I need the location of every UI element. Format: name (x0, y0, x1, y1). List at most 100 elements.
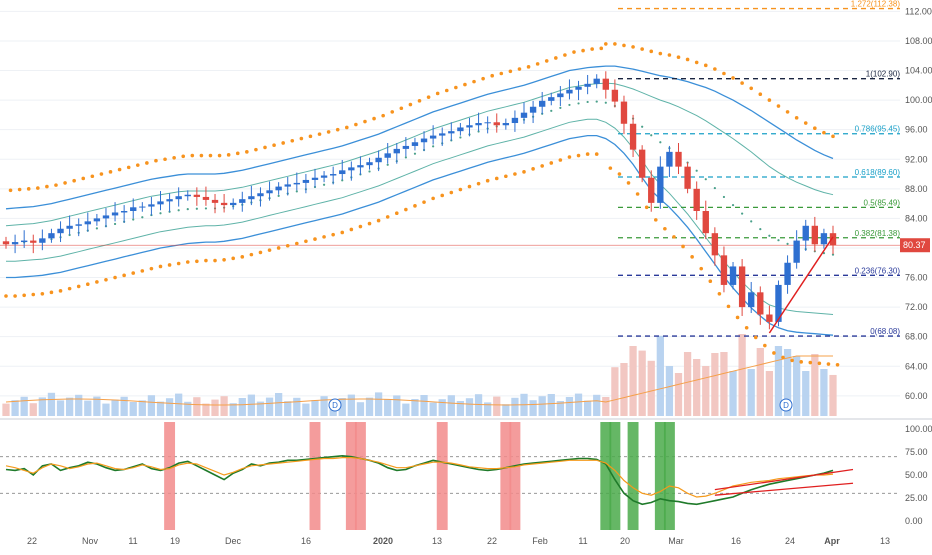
psar-dot (581, 48, 585, 53)
psar-dot (381, 113, 385, 118)
psar-dot (635, 192, 640, 196)
candle-body (539, 100, 546, 107)
psar-dot (535, 62, 540, 66)
midline-dot (68, 233, 71, 237)
midline-dot (641, 125, 644, 128)
psar-dot (835, 362, 840, 367)
psar-dot (331, 232, 335, 237)
volume-bar (202, 403, 210, 416)
psar-dot (467, 184, 472, 189)
psar-dot (367, 221, 372, 226)
volume-bar (175, 393, 183, 416)
candle-body (239, 199, 246, 203)
candle-body (420, 138, 428, 143)
psar-dot (544, 59, 549, 63)
psar-dot (649, 49, 654, 54)
midline-dot (695, 169, 698, 172)
psar-dot (140, 269, 145, 273)
midline-dot (386, 163, 389, 166)
psar-dot (744, 326, 749, 330)
psar-dot (226, 153, 231, 157)
volume-bar (102, 403, 110, 416)
psar-dot (640, 47, 644, 51)
candle-body (638, 149, 646, 178)
price-tick-label: 104.00 (905, 66, 932, 76)
candle-body (602, 78, 609, 90)
earnings-marker-label: D (332, 401, 338, 410)
midline-dot (186, 208, 189, 211)
psar-dot (267, 248, 272, 252)
candle-body (93, 218, 101, 222)
midline-dot (659, 141, 662, 144)
fib-level-label: 0(68.08) (870, 327, 900, 336)
volume-bar (420, 395, 428, 416)
psar-dot (526, 65, 531, 69)
psar-dot (399, 106, 404, 111)
volume-bar (429, 402, 437, 416)
psar-dot (72, 178, 76, 183)
candle-body (266, 190, 273, 194)
candle-body (738, 266, 746, 308)
psar-dot (731, 76, 735, 80)
candle-body (202, 196, 210, 200)
volume-bar (774, 346, 783, 416)
osc-highlight-bar (164, 422, 176, 530)
psar-dot (413, 204, 417, 208)
volume-bar (529, 400, 537, 416)
volume-bar (447, 395, 455, 416)
price-tick-label: 92.00 (905, 154, 928, 164)
candle-body (475, 123, 482, 126)
volume-bar (211, 399, 219, 416)
candle-body (275, 186, 282, 191)
osc-highlight-bar (627, 422, 639, 530)
psar-dot (781, 355, 785, 360)
psar-dot (803, 121, 808, 125)
psar-dot (817, 361, 822, 366)
psar-dot (40, 292, 45, 296)
psar-dot (81, 176, 86, 181)
midline-dot (650, 134, 653, 137)
midline-dot (132, 218, 135, 221)
psar-dot (63, 181, 67, 185)
psar-dot (572, 50, 576, 54)
psar-dot (13, 294, 17, 298)
volume-bar (583, 400, 592, 416)
psar-dot (90, 174, 95, 179)
volume-bar (811, 354, 819, 416)
psar-dot (740, 81, 744, 85)
psar-dot (308, 134, 313, 139)
psar-dot (722, 71, 726, 76)
psar-dot (276, 246, 281, 250)
last-price-tag-label: 80.37 (903, 240, 926, 250)
time-tick-label: 19 (170, 536, 180, 546)
psar-dot (122, 273, 126, 278)
psar-dot (426, 95, 431, 99)
volume-bar (93, 396, 101, 416)
psar-dot (790, 358, 794, 363)
midline-dot (768, 234, 771, 237)
psar-dot (22, 293, 26, 298)
psar-dot (422, 200, 426, 204)
candle-body (175, 196, 182, 200)
volume-bar (111, 399, 119, 416)
osc-highlight-bar (609, 422, 621, 530)
midline-dot (459, 136, 462, 139)
psar-dot (753, 335, 758, 340)
psar-dot (36, 186, 40, 190)
psar-dot (263, 145, 267, 150)
psar-dot (685, 57, 690, 62)
psar-dot (85, 282, 90, 286)
osc-highlight-bar (600, 422, 612, 530)
midline-dot (368, 170, 371, 173)
time-tick-label: 2020 (373, 536, 393, 546)
volume-bar (465, 398, 474, 416)
candle-body (166, 199, 173, 202)
earnings-marker-label: D (783, 401, 789, 410)
volume-bar (402, 403, 410, 416)
candle-body (157, 201, 164, 205)
volume-bar (511, 397, 519, 416)
candle-body (20, 240, 28, 243)
volume-bar (565, 397, 574, 416)
